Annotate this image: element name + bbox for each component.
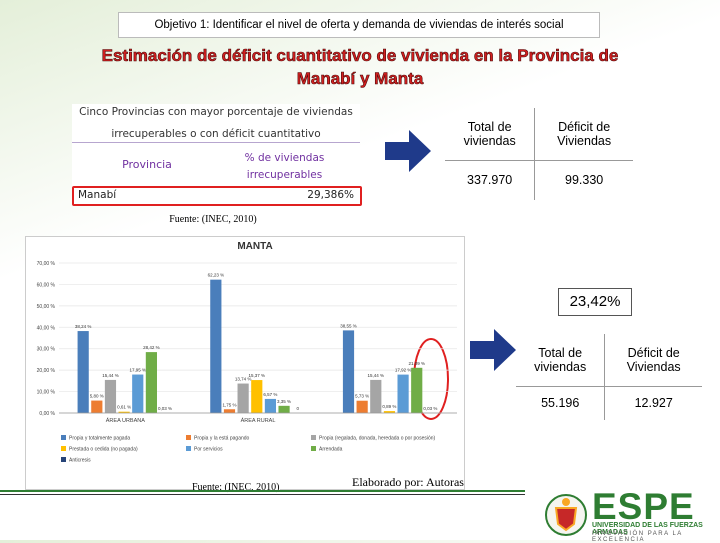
value-label: 15,44 %: [368, 373, 385, 378]
legend-swatch: [61, 435, 66, 440]
column-header: Provincia: [92, 158, 202, 171]
bar: [265, 399, 276, 413]
x-tick-label: ÁREA URBANA: [106, 417, 145, 424]
value-label: 0,03 %: [423, 406, 437, 411]
legend-label: Propia y la está pagando: [194, 436, 250, 442]
credit: Elaborado por: Autoras: [352, 475, 464, 490]
value-label: 38,24 %: [75, 324, 92, 329]
bar: [132, 375, 143, 413]
legend-swatch: [186, 435, 191, 440]
cell: Total de viviendas: [516, 334, 605, 386]
bar: [251, 380, 262, 413]
value-label: 15,44 %: [102, 373, 119, 378]
value-label: 17,95 %: [129, 368, 146, 373]
y-tick-label: 10,00 %: [37, 390, 56, 396]
legend-label: Prestada o cedida (no pagada): [69, 447, 138, 453]
value-label: 21,09 %: [408, 361, 425, 366]
y-tick-label: 0,00 %: [39, 411, 55, 417]
value-label: 1,75 %: [222, 402, 236, 407]
y-tick-label: 60,00 %: [37, 282, 56, 288]
legend-label: Anticresis: [69, 458, 91, 464]
y-tick-label: 20,00 %: [37, 368, 56, 374]
value-label: 17,92 %: [395, 368, 412, 373]
arrow: [383, 126, 433, 176]
value-label: 5,73 %: [355, 394, 369, 399]
cell: Déficit de Viviendas: [535, 108, 633, 160]
value-label: 0,61 %: [117, 405, 131, 410]
table-title: Cinco Provincias con mayor porcentaje de…: [72, 106, 360, 118]
bar: [224, 409, 235, 413]
legend-swatch: [311, 435, 316, 440]
bar: [105, 380, 116, 413]
cell: 99.330: [535, 160, 633, 200]
bar: [238, 384, 249, 413]
bar: [357, 401, 368, 413]
cell: 12.927: [605, 386, 702, 420]
value-label: 62,23 %: [208, 273, 225, 278]
cell: Manabí: [78, 189, 116, 201]
bar: [78, 331, 89, 413]
percent-label: 23,42%: [558, 288, 632, 316]
bar: [370, 380, 381, 413]
value-label: 5,80 %: [90, 394, 104, 399]
legend-label: Por servicios: [194, 447, 223, 453]
y-tick-label: 40,00 %: [37, 325, 56, 331]
source-note: Fuente: (INEC, 2010): [150, 214, 276, 225]
logo-emblem: [543, 490, 589, 540]
legend-swatch: [311, 446, 316, 451]
table-title: irrecuperables o con déficit cuantitativ…: [72, 128, 360, 140]
arrow: [468, 325, 518, 375]
value-label: 38,55 %: [340, 323, 357, 328]
cell: Total de viviendas: [445, 108, 535, 160]
legend-swatch: [186, 446, 191, 451]
divider: [72, 142, 360, 143]
slide-title: Manabí y Manta: [0, 69, 720, 89]
legend-swatch: [61, 457, 66, 462]
bar: [91, 401, 102, 413]
footer-line: [0, 494, 525, 495]
footer-line: [0, 490, 525, 492]
bar: [278, 406, 289, 413]
y-tick-label: 70,00 %: [37, 261, 56, 267]
value-label: 15,37 %: [249, 373, 266, 378]
value-label: 6,57 %: [263, 392, 277, 397]
value-label: 0,89 %: [382, 404, 396, 409]
chart: MANTA 0,00 % 10,00 % 20,00 % 30,00 % 40,00 %…: [25, 236, 465, 490]
bar: [146, 352, 157, 413]
cell: 337.970: [445, 160, 535, 200]
emblem-sun: [562, 498, 570, 506]
cell: 55.196: [516, 386, 605, 420]
province-table: Cinco Provincias con mayor porcentaje de…: [72, 104, 360, 204]
y-tick-label: 50,00 %: [37, 304, 56, 310]
value-label: 3,35 %: [277, 399, 291, 404]
column-header: % de viviendas irrecuperables: [242, 150, 327, 184]
legend-label: Propia y totalmente pagada: [69, 436, 130, 442]
x-tick-label: ÁREA RURAL: [241, 417, 276, 424]
arrow-shape: [470, 329, 516, 371]
legend-label: Propia (regalada, donada, heredada o por…: [319, 436, 436, 442]
logo-text: INNOVACIÓN PARA LA EXCELENCIA: [592, 531, 720, 543]
objective-header: Objetivo 1: Identificar el nivel de ofer…: [118, 12, 600, 38]
cell: Déficit de Viviendas: [605, 334, 702, 386]
value-label: 0: [296, 406, 299, 411]
bar: [411, 368, 422, 413]
cell: 29,386%: [307, 189, 354, 201]
value-label: 0,03 %: [158, 406, 172, 411]
bar: [397, 375, 408, 413]
legend-swatch: [61, 446, 66, 451]
slide-title: Estimación de déficit cuantitativo de vi…: [0, 46, 720, 66]
value-label: 28,42 %: [143, 345, 160, 350]
arrow-shape: [385, 130, 431, 172]
bar: [343, 330, 354, 413]
y-tick-label: 30,00 %: [37, 347, 56, 353]
chart-title: MANTA: [237, 241, 272, 252]
legend-label: Arrendada: [319, 447, 343, 453]
bar: [210, 280, 221, 413]
